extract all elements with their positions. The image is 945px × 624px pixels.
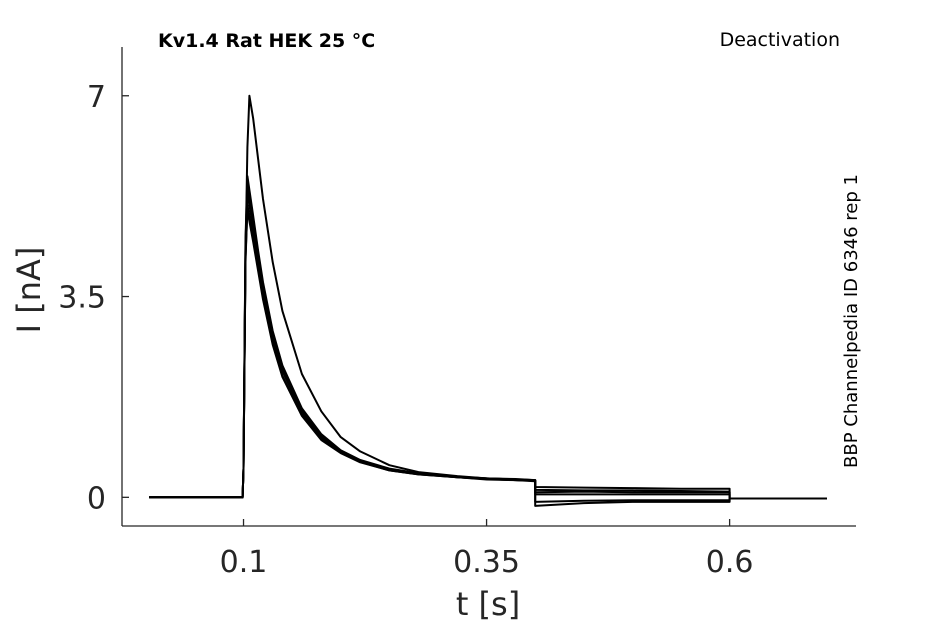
- y-tick-label: 7: [87, 80, 106, 115]
- plot-area: 0.1 0.35 0.6 03.57: [58, 47, 856, 580]
- current-trace-6: [149, 183, 827, 500]
- current-traces: [149, 94, 827, 507]
- protocol-label: Deactivation: [720, 29, 840, 51]
- x-tick-label: 0.6: [706, 545, 754, 580]
- current-trace-3: [149, 192, 827, 503]
- x-axis-label: t [s]: [456, 585, 520, 623]
- x-tick-label: 0.1: [220, 545, 268, 580]
- y-tick-label: 3.5: [58, 281, 106, 316]
- x-tick-label: 0.35: [453, 545, 520, 580]
- source-label: BBP Channelpedia ID 6346 rep 1: [841, 174, 862, 468]
- x-ticks: 0.1 0.35 0.6: [220, 519, 754, 580]
- chart-title: Kv1.4 Rat HEK 25 °C: [158, 30, 375, 52]
- y-axis-label: I [nA]: [10, 247, 48, 334]
- current-trace-5: [149, 209, 827, 507]
- current-trace-4: [149, 203, 827, 500]
- y-tick-label: 0: [87, 481, 106, 516]
- y-ticks: 03.57: [58, 80, 129, 516]
- current-trace-1: [149, 94, 827, 500]
